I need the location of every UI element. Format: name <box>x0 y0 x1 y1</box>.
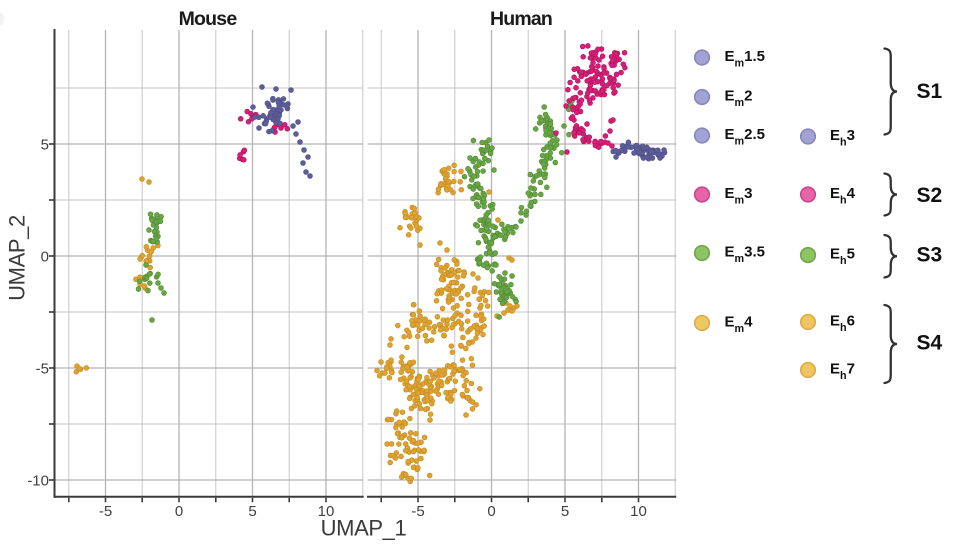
svg-text:0: 0 <box>175 503 183 520</box>
svg-text:5: 5 <box>561 503 569 520</box>
svg-text:-5: -5 <box>99 503 112 520</box>
svg-text:-5: -5 <box>36 360 49 377</box>
svg-text:UMAP_1: UMAP_1 <box>321 516 407 541</box>
svg-text:0: 0 <box>487 503 495 520</box>
svg-text:5: 5 <box>41 136 49 153</box>
svg-text:Em2: Em2 <box>725 87 753 109</box>
svg-text:UMAP_2: UMAP_2 <box>5 215 30 301</box>
svg-text:-10: -10 <box>27 472 49 489</box>
svg-text:10: 10 <box>630 503 647 520</box>
svg-text:Eh3: Eh3 <box>830 127 855 149</box>
svg-text:0: 0 <box>41 248 49 265</box>
svg-text:Eh4: Eh4 <box>830 185 856 207</box>
svg-text:S2: S2 <box>917 184 943 207</box>
svg-text:S1: S1 <box>917 80 943 103</box>
svg-text:Eh5: Eh5 <box>830 245 855 267</box>
svg-text:Mouse: Mouse <box>179 8 238 30</box>
svg-text:Human: Human <box>490 8 552 30</box>
svg-text:10: 10 <box>318 503 335 520</box>
svg-text:Eh6: Eh6 <box>830 312 855 334</box>
svg-text:S4: S4 <box>917 332 943 355</box>
svg-text:S3: S3 <box>917 244 943 267</box>
svg-text:Em3: Em3 <box>725 185 753 207</box>
svg-text:-5: -5 <box>411 503 424 520</box>
svg-text:Eh7: Eh7 <box>830 360 855 382</box>
svg-text:5: 5 <box>248 503 256 520</box>
svg-text:Em4: Em4 <box>725 313 754 335</box>
